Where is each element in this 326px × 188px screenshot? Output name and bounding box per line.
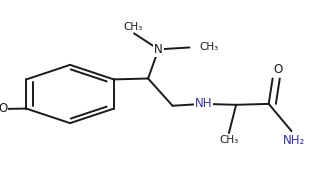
Text: NH₂: NH₂ <box>283 134 305 147</box>
Text: N: N <box>154 43 163 56</box>
Text: CH₃: CH₃ <box>124 22 143 33</box>
Text: O: O <box>274 63 283 76</box>
Text: CH₃: CH₃ <box>219 135 239 145</box>
Text: NH: NH <box>195 97 212 110</box>
Text: CH₃: CH₃ <box>199 42 218 52</box>
Text: O: O <box>0 102 7 115</box>
